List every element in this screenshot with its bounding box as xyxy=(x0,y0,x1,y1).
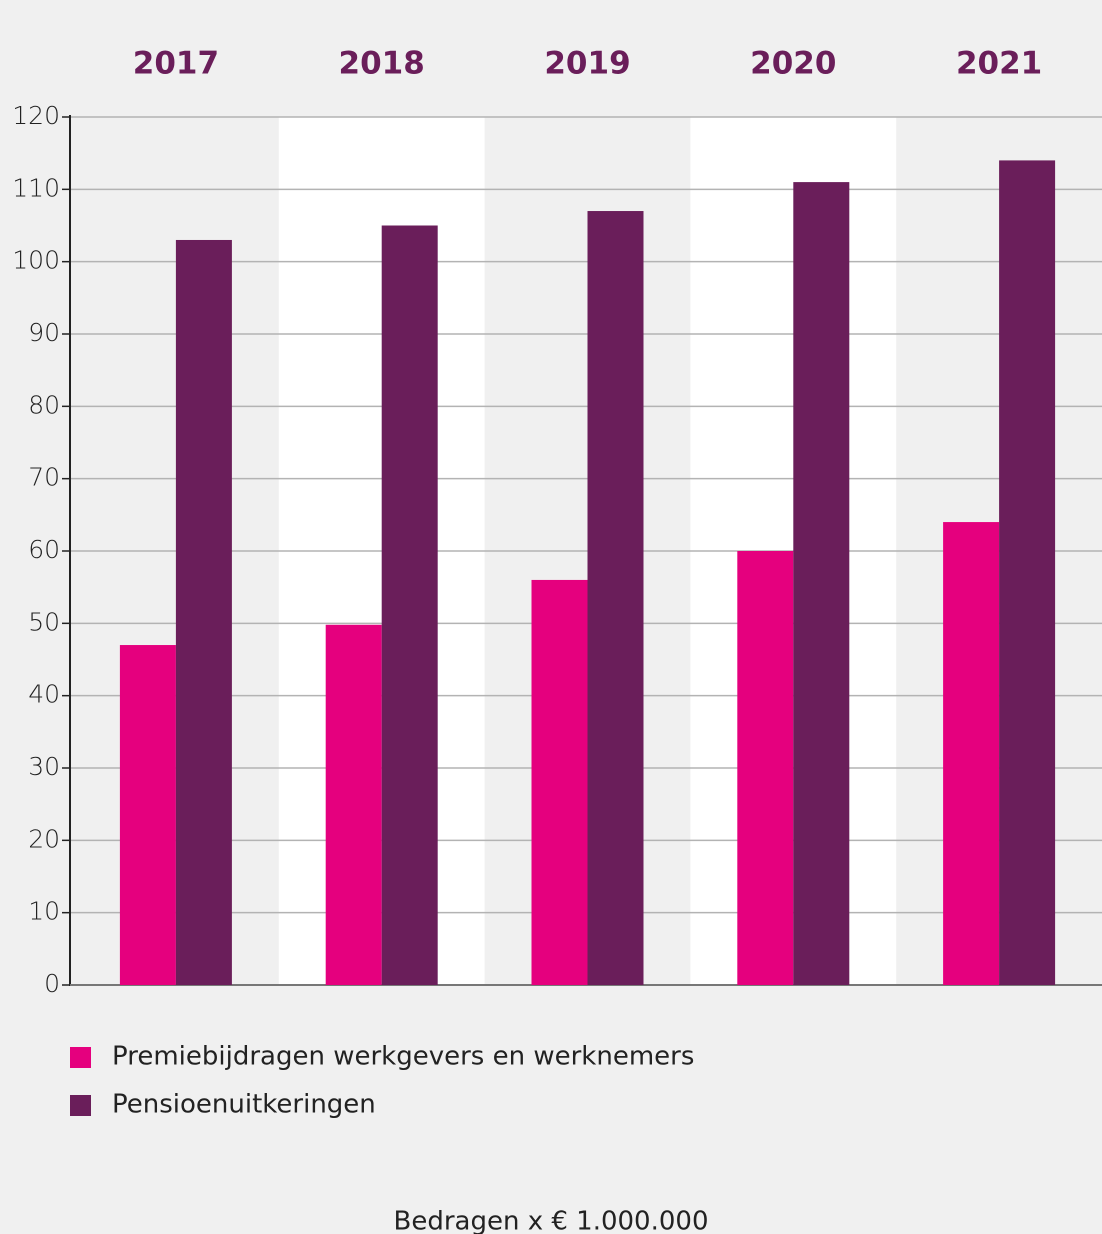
bar xyxy=(381,225,438,985)
y-tick-label: 0 xyxy=(44,969,60,998)
bar xyxy=(587,211,644,986)
y-tick-label: 80 xyxy=(28,390,60,419)
y-tick-label: 20 xyxy=(28,824,60,853)
y-tick-label: 50 xyxy=(28,607,60,636)
bar xyxy=(999,160,1056,985)
y-tick-label: 110 xyxy=(12,173,60,202)
bar xyxy=(531,579,588,985)
bar xyxy=(737,551,794,985)
y-tick-label: 60 xyxy=(28,535,60,564)
x-category-label: 2019 xyxy=(544,46,630,82)
footnote: Bedragen x € 1.000.000 xyxy=(394,1207,709,1234)
bar xyxy=(175,239,232,985)
bar xyxy=(943,522,1000,985)
y-tick-label: 30 xyxy=(28,752,60,781)
bar xyxy=(793,182,850,986)
x-category-label: 2021 xyxy=(956,46,1042,82)
legend-swatch xyxy=(70,1047,91,1068)
x-category-label: 2017 xyxy=(133,46,219,82)
y-tick-label: 120 xyxy=(12,101,60,130)
y-tick-label: 90 xyxy=(28,318,60,347)
legend-label: Premiebijdragen werkgevers en werknemers xyxy=(112,1042,694,1072)
y-tick-label: 70 xyxy=(28,463,60,492)
y-tick-label: 100 xyxy=(12,246,60,275)
bar xyxy=(119,645,176,985)
y-tick-label: 10 xyxy=(28,897,60,926)
x-category-label: 2018 xyxy=(339,46,425,82)
bar xyxy=(325,624,382,985)
legend-swatch xyxy=(70,1095,91,1116)
y-tick-label: 40 xyxy=(28,680,60,709)
legend-label: Pensioenuitkeringen xyxy=(112,1090,376,1120)
x-category-label: 2020 xyxy=(750,46,836,82)
